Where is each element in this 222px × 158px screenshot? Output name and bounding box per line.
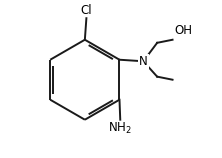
Text: N: N bbox=[139, 55, 148, 68]
Text: NH$_2$: NH$_2$ bbox=[108, 121, 132, 136]
Text: Cl: Cl bbox=[81, 4, 92, 17]
Text: OH: OH bbox=[175, 24, 193, 37]
